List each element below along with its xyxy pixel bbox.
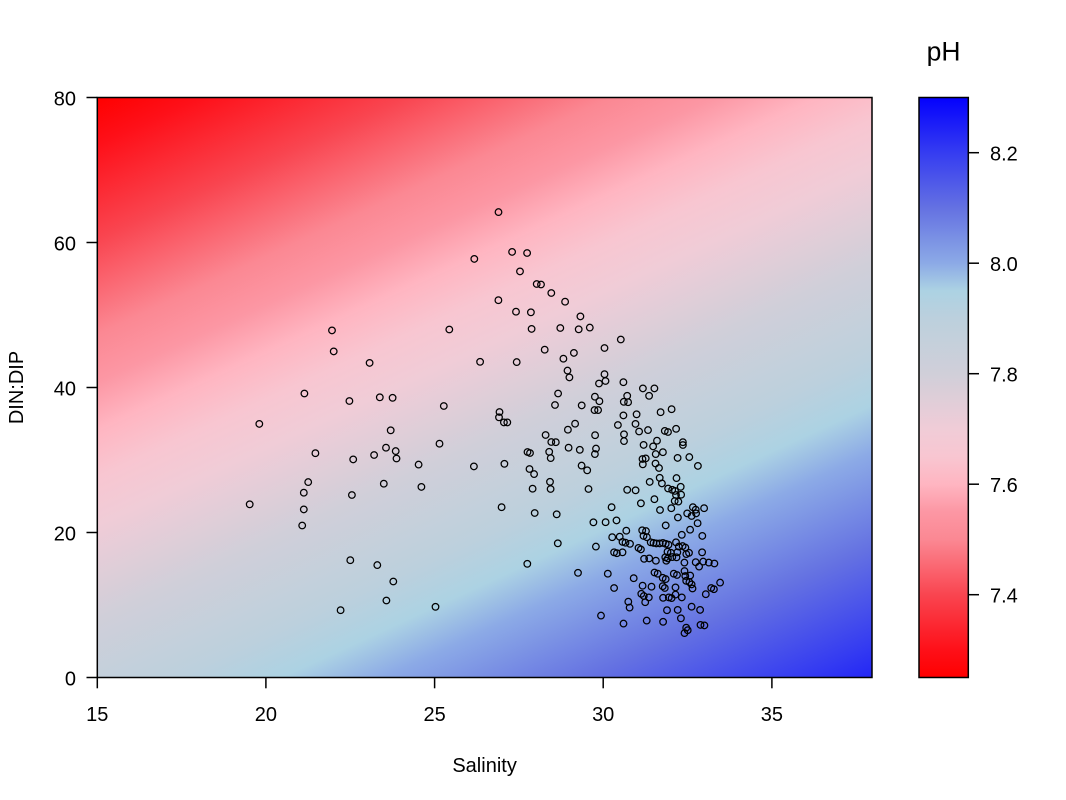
svg-text:20: 20	[54, 524, 76, 546]
svg-text:pH: pH	[927, 37, 961, 67]
svg-text:35: 35	[761, 704, 783, 726]
svg-text:30: 30	[592, 704, 614, 726]
svg-text:8.2: 8.2	[990, 144, 1018, 166]
svg-text:DIN:DIP: DIN:DIP	[6, 351, 28, 424]
svg-text:8.0: 8.0	[990, 254, 1018, 276]
svg-text:7.4: 7.4	[990, 586, 1018, 608]
svg-text:7.6: 7.6	[990, 475, 1018, 497]
svg-text:7.8: 7.8	[990, 365, 1018, 387]
svg-text:15: 15	[86, 704, 108, 726]
svg-text:25: 25	[423, 704, 445, 726]
svg-text:60: 60	[54, 234, 76, 256]
svg-text:20: 20	[255, 704, 277, 726]
svg-text:0: 0	[65, 669, 76, 691]
svg-text:80: 80	[54, 89, 76, 111]
svg-text:40: 40	[54, 379, 76, 401]
svg-text:Salinity: Salinity	[452, 755, 516, 777]
